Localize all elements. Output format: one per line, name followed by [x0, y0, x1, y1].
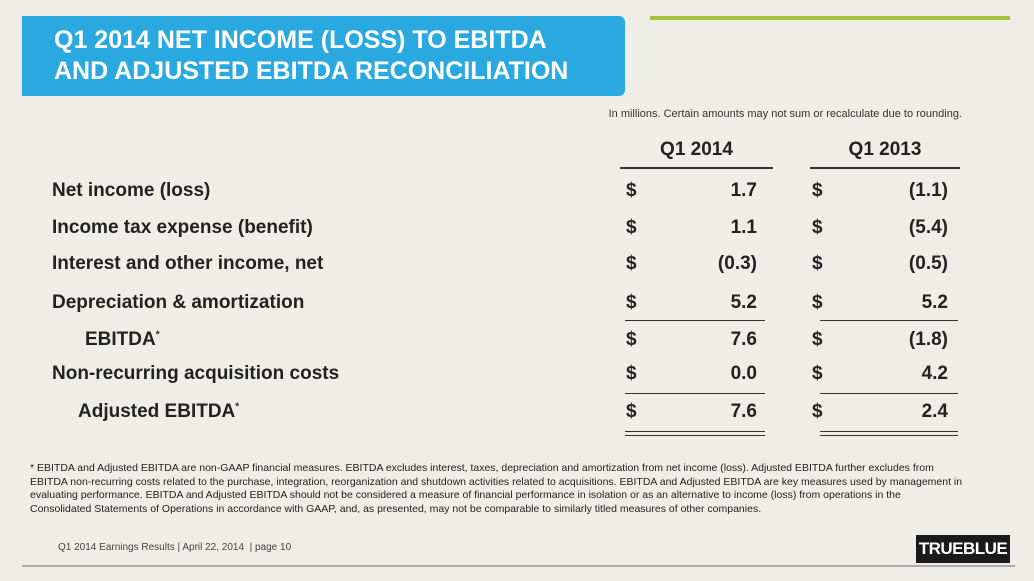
currency: $: [626, 363, 637, 384]
footnote: * EBITDA and Adjusted EBITDA are non-GAA…: [30, 462, 963, 515]
table-row: Depreciation & amortization $ $5.2 5.2: [0, 288, 1034, 318]
rule: [625, 320, 765, 321]
cell-value: 7.6: [730, 329, 757, 350]
rule: [820, 431, 958, 432]
currency: $: [626, 253, 637, 274]
table-row: EBITDA* $ $7.6 (1.8): [0, 325, 1034, 355]
row-label-text: Income tax expense (benefit): [52, 217, 313, 238]
cell-value: 5.2: [921, 292, 948, 313]
row-label: Adjusted EBITDA*: [78, 401, 239, 423]
bottom-rule: [22, 565, 1015, 567]
row-label: Non-recurring acquisition costs: [52, 363, 339, 385]
row-label-text: Net income (loss): [52, 180, 211, 201]
row-label: Depreciation & amortization: [52, 292, 304, 314]
footnote-mark: *: [155, 329, 160, 341]
currency: $: [812, 401, 823, 422]
table-row: Income tax expense (benefit) $ $1.1 (5.4): [0, 213, 1034, 243]
cell-value: (1.8): [908, 329, 948, 350]
row-label-text: EBITDA: [85, 329, 156, 350]
title-box: Q1 2014 NET INCOME (LOSS) TO EBITDA AND …: [22, 16, 625, 96]
currency: $: [626, 217, 637, 238]
table-row: Net income (loss) $ $1.7 (1.1): [0, 176, 1034, 206]
currency: $: [812, 253, 823, 274]
logo: TRUEBLUE: [916, 535, 1010, 563]
row-label-text: Depreciation & amortization: [52, 292, 305, 313]
row-label: Net income (loss): [52, 180, 210, 202]
row-label: EBITDA*: [85, 329, 160, 351]
row-label-text: Non-recurring acquisition costs: [52, 363, 340, 384]
column-header: Q1 2013: [848, 139, 922, 160]
currency: $: [626, 401, 637, 422]
rule: [810, 167, 960, 169]
cell-value: 7.6: [730, 401, 757, 422]
row-label: Income tax expense (benefit): [52, 217, 313, 239]
currency: $: [812, 217, 823, 238]
currency: $: [812, 329, 823, 350]
row-label: Interest and other income, net: [52, 253, 323, 275]
cell-value: (0.3): [717, 253, 757, 274]
rule: [820, 320, 958, 321]
currency: $: [626, 329, 637, 350]
rule: [820, 393, 958, 394]
rule: [625, 393, 765, 394]
row-label-text: Adjusted EBITDA: [78, 401, 236, 422]
table-row: Interest and other income, net $ $ (0.3) (0.…: [0, 249, 1034, 279]
row-label-text: Interest and other income, net: [52, 253, 324, 274]
cell-value: 5.2: [730, 292, 757, 313]
table-row: Non-recurring acquisition costs $ $0.0 4.2: [0, 359, 1034, 389]
cell-value: (5.4): [908, 217, 948, 238]
footnote-mark: *: [235, 401, 240, 413]
footer: Q1 2014 Earnings Results | April 22, 201…: [58, 542, 292, 553]
cell-value: (1.1): [908, 180, 948, 201]
cell-value: 1.1: [730, 217, 757, 238]
accent-bar: [650, 16, 1010, 20]
rule: [625, 435, 765, 436]
currency: $: [812, 363, 823, 384]
currency: $: [812, 180, 823, 201]
currency: $: [626, 180, 637, 201]
column-header: Q1 2014: [660, 139, 733, 160]
cell-value: 4.2: [921, 363, 948, 384]
cell-value: 0.0: [730, 363, 757, 384]
title: Q1 2014 NET INCOME (LOSS) TO EBITDA: [54, 26, 547, 54]
cell-value: (0.5): [908, 253, 948, 274]
rule: [620, 167, 773, 169]
currency: $: [626, 292, 637, 313]
note: In millions. Certain amounts may not sum…: [608, 108, 962, 120]
cell-value: 1.7: [730, 180, 757, 201]
rule: [820, 435, 958, 436]
currency: $: [812, 292, 823, 313]
table-row: Adjusted EBITDA* $ $7.6 2.4: [0, 397, 1034, 427]
title: AND ADJUSTED EBITDA RECONCILIATION: [54, 57, 569, 85]
cell-value: 2.4: [921, 401, 948, 422]
rule: [625, 431, 765, 432]
